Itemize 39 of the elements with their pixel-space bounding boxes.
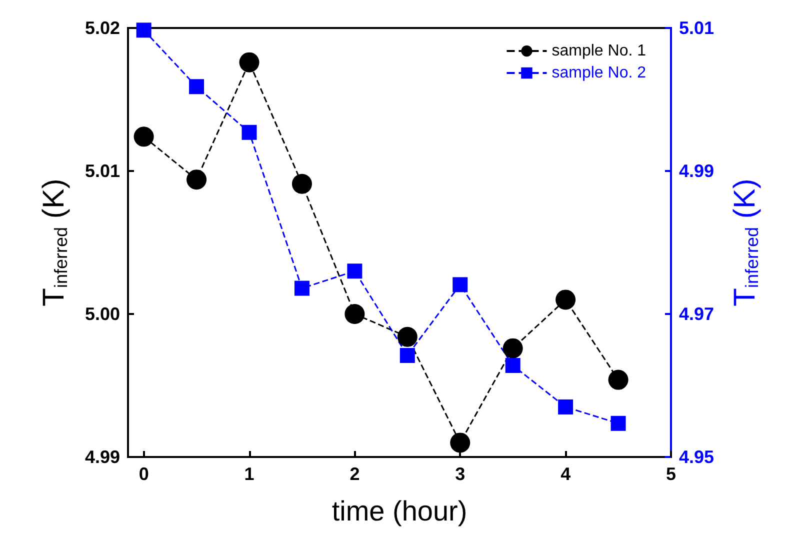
x-tick-label: 5 [666, 464, 676, 484]
y-tick-label: 5.02 [84, 18, 120, 38]
y2-tick-label: 4.95 [679, 447, 714, 467]
point [186, 170, 207, 190]
legend-label: sample No. 2 [552, 64, 646, 82]
point [239, 52, 260, 72]
point [136, 22, 152, 38]
x-tick-label: 0 [138, 464, 149, 484]
point [292, 174, 312, 194]
point [397, 326, 418, 347]
x-tick-label: 4 [560, 464, 571, 484]
point [134, 126, 154, 147]
y2-axis-title: Tinferred (K) [728, 178, 762, 306]
point [347, 264, 362, 279]
y-axis-title: Tinferred (K) [38, 178, 71, 306]
point [610, 416, 626, 431]
y-tick-label: 5.00 [84, 304, 120, 324]
point [400, 348, 415, 363]
point [452, 277, 468, 292]
y-tick-label: 4.99 [84, 447, 120, 467]
point [505, 358, 520, 373]
point [294, 280, 310, 296]
y2-tick-label: 4.97 [679, 304, 714, 324]
y2-tick-label: 4.99 [679, 161, 714, 181]
point [608, 370, 628, 390]
y2-tick-label: 5.01 [679, 18, 714, 38]
legend-label: sample No. 1 [552, 42, 646, 60]
x-tick-label: 3 [455, 464, 466, 484]
x-tick-label: 1 [244, 464, 254, 484]
y-tick-label: 5.01 [84, 161, 120, 181]
x-tick-label: 2 [350, 464, 360, 484]
point [242, 124, 257, 140]
point [344, 304, 365, 324]
point [502, 338, 523, 358]
x-axis-title: time (hour) [332, 496, 468, 526]
point [556, 290, 576, 310]
point [450, 432, 470, 453]
point [189, 79, 204, 94]
point [558, 399, 574, 414]
